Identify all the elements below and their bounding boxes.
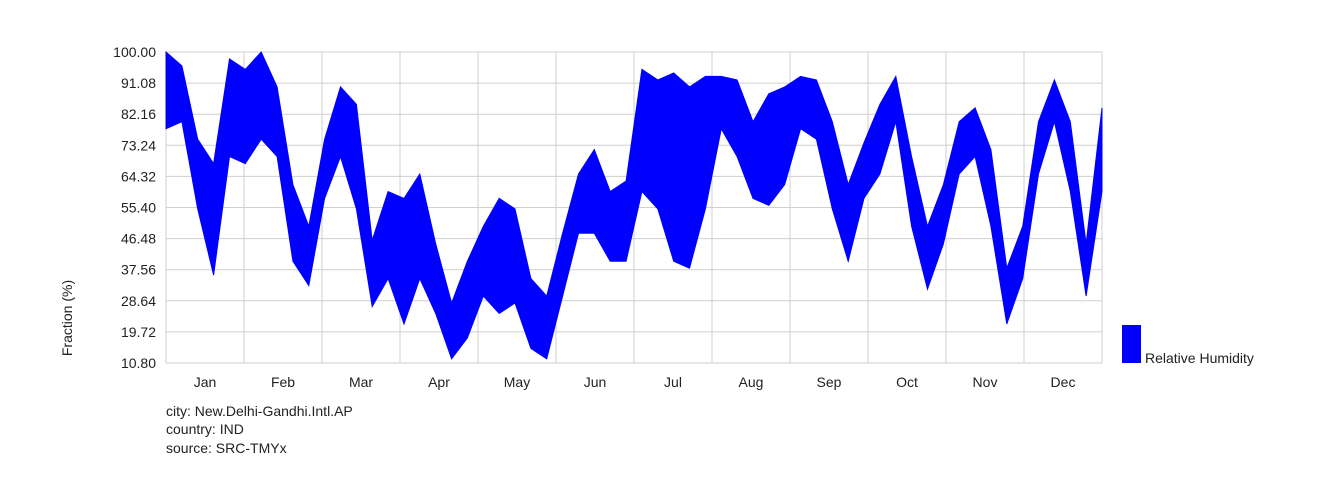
x-tick-label: Mar xyxy=(349,374,373,390)
y-tick-label: 37.56 xyxy=(121,262,156,278)
x-tick-label: May xyxy=(504,374,530,390)
y-tick-label: 91.08 xyxy=(121,75,156,91)
x-tick-label: Nov xyxy=(973,374,998,390)
x-tick-label: Oct xyxy=(896,374,918,390)
y-tick-label: 64.32 xyxy=(121,168,156,184)
y-tick-label: 28.64 xyxy=(121,293,156,309)
x-tick-label: Sep xyxy=(817,374,842,390)
note: city: New.Delhi-Gandhi.Intl.AP xyxy=(166,403,353,419)
x-tick-label: Dec xyxy=(1051,374,1076,390)
y-tick-label: 82.16 xyxy=(121,106,156,122)
humidity-band xyxy=(165,50,1103,360)
x-tick-label: Jan xyxy=(194,374,217,390)
y-tick-label: 10.80 xyxy=(121,355,156,371)
x-tick-label: Apr xyxy=(428,374,450,390)
y-tick-label: 73.24 xyxy=(121,137,156,153)
x-tick-label: Aug xyxy=(739,374,764,390)
y-tick-label: 100.00 xyxy=(113,44,156,60)
x-tick-label: Feb xyxy=(271,374,295,390)
legend-label: Relative Humidity xyxy=(1145,350,1254,366)
note: country: IND xyxy=(166,421,244,437)
note: source: SRC-TMYx xyxy=(166,440,287,456)
y-axis-label: Fraction (%) xyxy=(59,280,75,356)
x-tick-label: Jul xyxy=(664,374,682,390)
legend-swatch xyxy=(1122,325,1141,363)
y-tick-label: 46.48 xyxy=(121,231,156,247)
y-tick-label: 19.72 xyxy=(121,324,156,340)
x-tick-label: Jun xyxy=(584,374,607,390)
y-tick-label: 55.40 xyxy=(121,200,156,216)
